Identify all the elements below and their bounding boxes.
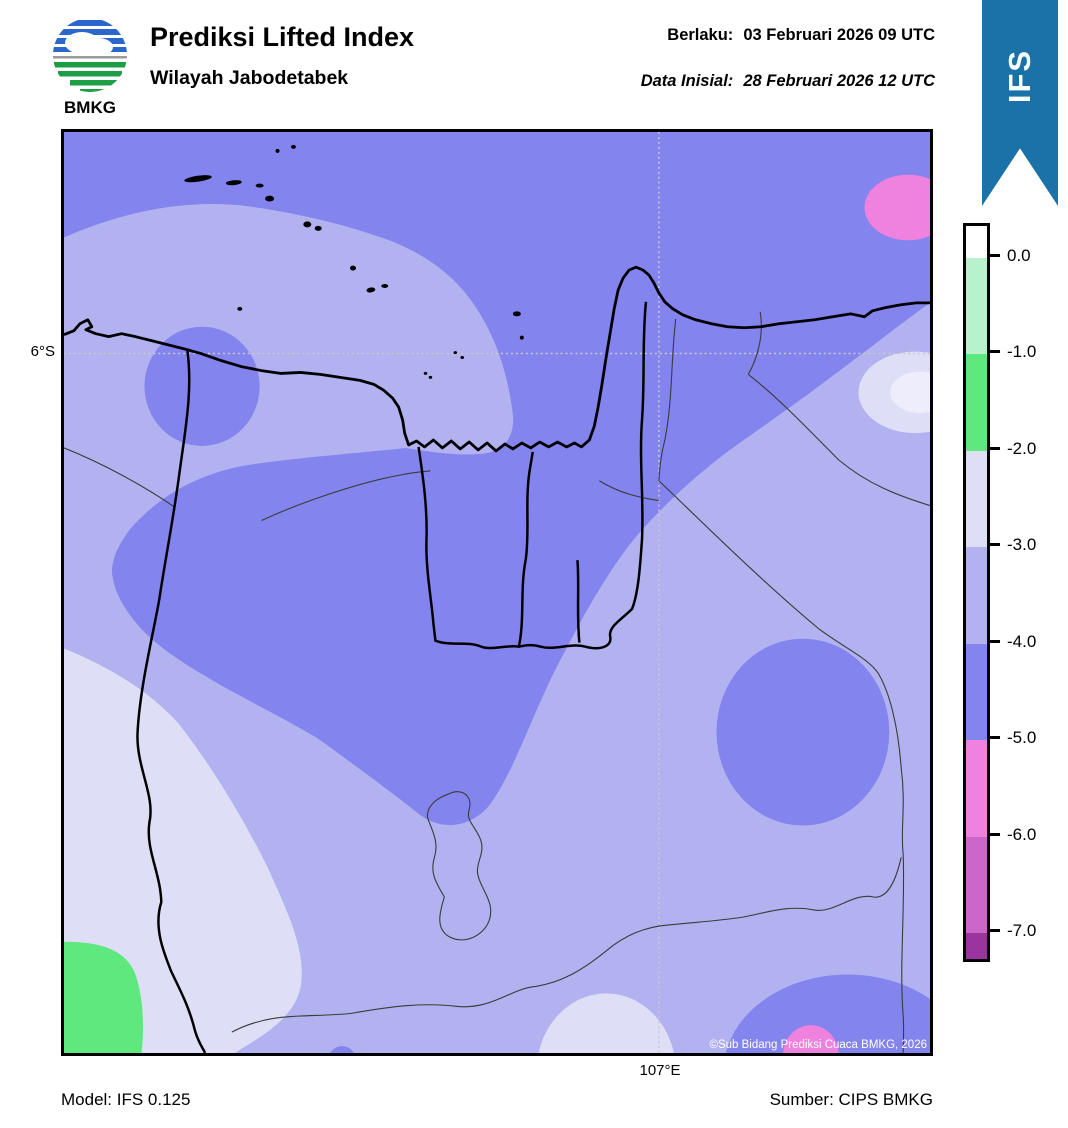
colorbar-tick bbox=[990, 736, 1000, 739]
colorbar-segment bbox=[966, 740, 987, 837]
colorbar-segment bbox=[966, 547, 987, 644]
colorbar-tick bbox=[990, 929, 1000, 932]
contour-south-pale-cell bbox=[538, 993, 674, 1053]
province-boundaries bbox=[136, 301, 648, 1053]
colorbar-segment bbox=[966, 837, 987, 933]
colorbar-tick-label: -1.0 bbox=[1007, 342, 1037, 361]
valid-time-line: Berlaku: 03 Februari 2026 09 UTC bbox=[667, 26, 935, 45]
init-time-line: Data Inisial: 28 Februari 2026 12 UTC bbox=[641, 72, 935, 91]
colorbar-tick-label: -7.0 bbox=[1007, 921, 1037, 940]
colorbar-tick bbox=[990, 254, 1000, 257]
bmkg-logo-icon: BMKG bbox=[53, 18, 127, 117]
contour-southeast-cell bbox=[725, 974, 930, 1053]
contour-west-coast-cell bbox=[144, 326, 260, 446]
latitude-tick-label: 6°S bbox=[30, 343, 55, 360]
contour-northeast-pink-cell bbox=[864, 174, 930, 241]
colorbar-segment bbox=[966, 258, 987, 354]
contour-light-sea-lobe bbox=[64, 204, 514, 652]
colorbar-tick-label: -5.0 bbox=[1007, 728, 1037, 747]
forecast-map: ©Sub Bidang Prediksi Cuaca BMKG, 2026 bbox=[61, 129, 933, 1056]
colorbar-tick-label: -3.0 bbox=[1007, 535, 1037, 554]
page-subtitle: Wilayah Jabodetabek bbox=[150, 67, 349, 89]
colorbar-tick-label: -4.0 bbox=[1007, 632, 1037, 651]
model-ribbon: IFS bbox=[982, 0, 1058, 206]
colorbar-tick bbox=[990, 833, 1000, 836]
colorbar-tick bbox=[990, 447, 1000, 450]
district-boundaries bbox=[64, 311, 930, 1053]
contour-south-pink-cell bbox=[783, 1025, 839, 1053]
bmkg-logo-text: BMKG bbox=[64, 98, 116, 117]
colorbar-tick bbox=[990, 640, 1000, 643]
page-title: Prediksi Lifted Index bbox=[150, 22, 415, 52]
colorbar-segment bbox=[966, 644, 987, 740]
colorbar-segment bbox=[966, 451, 987, 547]
source-info: Sumber: CIPS BMKG bbox=[769, 1090, 933, 1109]
valid-time-value: 03 Februari 2026 09 UTC bbox=[743, 26, 935, 44]
lifted-index-colorbar bbox=[963, 223, 990, 962]
colorbar-tick-label: -2.0 bbox=[1007, 439, 1037, 458]
colorbar-tick bbox=[990, 350, 1000, 353]
colorbar-segment bbox=[966, 354, 987, 451]
lifted-index-contour-map bbox=[64, 132, 930, 1053]
colorbar-tick bbox=[990, 543, 1000, 546]
colorbar-segment bbox=[966, 933, 987, 959]
colorbar-tick-label: 0.0 bbox=[1007, 246, 1031, 265]
model-ribbon-label: IFS bbox=[1002, 48, 1037, 104]
colorbar-segment bbox=[966, 226, 987, 258]
contour-east-cell bbox=[716, 638, 890, 826]
model-info: Model: IFS 0.125 bbox=[61, 1090, 191, 1109]
valid-time-label: Berlaku: bbox=[667, 26, 734, 44]
colorbar-tick-label: -6.0 bbox=[1007, 825, 1037, 844]
map-copyright: ©Sub Bidang Prediksi Cuaca BMKG, 2026 bbox=[709, 1039, 927, 1051]
contour-southwest-pale-region bbox=[64, 648, 302, 1053]
longitude-tick-label: 107°E bbox=[639, 1062, 681, 1079]
contour-east-pale-core bbox=[890, 371, 930, 414]
islands bbox=[184, 144, 524, 379]
contour-green-cell bbox=[64, 941, 144, 1053]
contour-small-south-cell bbox=[330, 1046, 354, 1053]
coastline bbox=[64, 265, 930, 453]
init-time-value: 28 Februari 2026 12 UTC bbox=[743, 72, 935, 90]
init-time-label: Data Inisial: bbox=[640, 72, 734, 90]
bmkg-logo: BMKG bbox=[50, 10, 130, 122]
